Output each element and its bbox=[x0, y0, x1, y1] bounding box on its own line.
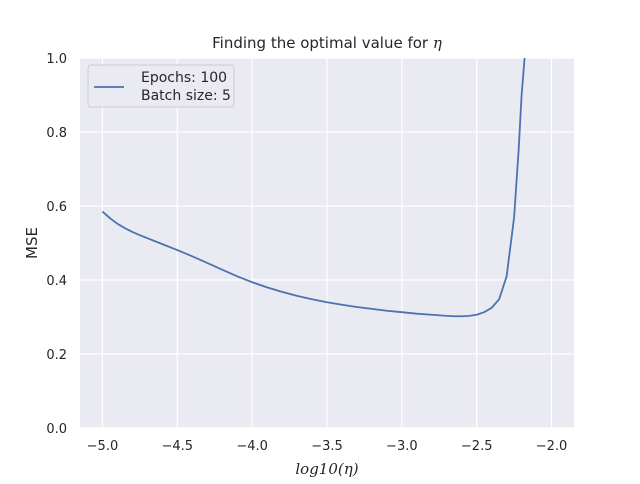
chart-title: Finding the optimal value for η bbox=[212, 34, 442, 52]
x-tick-label: −4.5 bbox=[162, 439, 194, 454]
x-tick-label: −4.0 bbox=[236, 439, 268, 454]
grid bbox=[80, 57, 574, 429]
legend: Epochs: 100 Batch size: 5 bbox=[87, 64, 235, 108]
mse-series-line bbox=[101, 58, 526, 318]
y-tick-label: 1.0 bbox=[46, 52, 67, 67]
y-tick-label: 0.0 bbox=[46, 422, 67, 437]
y-tick-label: 0.4 bbox=[46, 274, 67, 289]
legend-box bbox=[87, 64, 235, 108]
y-tick-label: 0.2 bbox=[46, 348, 67, 363]
y-tick-label: 0.8 bbox=[46, 126, 67, 141]
x-tick-label: −5.0 bbox=[87, 439, 119, 454]
x-tick-label: −2.0 bbox=[536, 439, 568, 454]
x-tick-label: −3.0 bbox=[386, 439, 418, 454]
x-tick-label: −3.5 bbox=[311, 439, 343, 454]
tick-labels: −5.0 −4.5 −4.0 −3.5 −3.0 −2.5 −2.0 0.0 0.2 0.4 0.6… bbox=[46, 52, 567, 454]
x-axis-label: log10(η) bbox=[295, 460, 358, 478]
legend-text-line-1: Epochs: 100 bbox=[141, 70, 227, 86]
y-axis-label: MSE bbox=[23, 227, 41, 259]
x-tick-label: −2.5 bbox=[461, 439, 493, 454]
y-tick-label: 0.6 bbox=[46, 200, 67, 215]
series-layer bbox=[101, 58, 526, 318]
legend-text-line-2: Batch size: 5 bbox=[141, 88, 231, 104]
